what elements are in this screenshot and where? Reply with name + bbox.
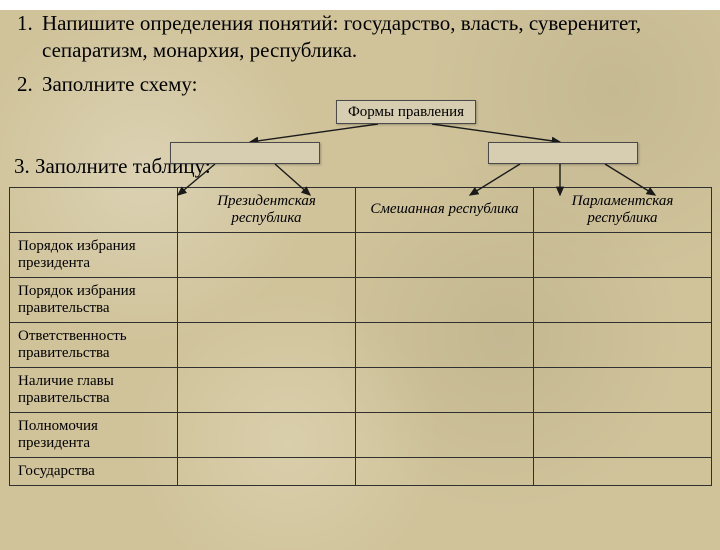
table-row: Порядок избрания президента: [10, 232, 712, 277]
table-cell: [356, 232, 534, 277]
republic-types-table: Президентская республика Смешанная респу…: [9, 187, 712, 486]
diagram-arrow: [470, 164, 520, 195]
table-cell: [178, 322, 356, 367]
table-cell: [356, 457, 534, 485]
diagram-arrow: [250, 124, 378, 142]
table-row: Ответственность правительства: [10, 322, 712, 367]
task-2-text: Заполните схему:: [42, 72, 197, 96]
task-list: Напишите определения понятий: государств…: [0, 10, 720, 98]
table-cell: [534, 457, 712, 485]
table-row-header: Наличие главы правительства: [10, 367, 178, 412]
table-row-header: Порядок избрания президента: [10, 232, 178, 277]
table-row: Полномочия президента: [10, 412, 712, 457]
task-2: Заполните схему:: [38, 71, 720, 98]
table-cell: [534, 412, 712, 457]
table-row: Порядок избрания правительства: [10, 277, 712, 322]
table-cell: [534, 232, 712, 277]
table-row-header: Полномочия президента: [10, 412, 178, 457]
table-row: Наличие главы правительства: [10, 367, 712, 412]
table-cell: [534, 322, 712, 367]
task-1: Напишите определения понятий: государств…: [38, 10, 720, 65]
diagram-box-top-label: Формы правления: [348, 104, 464, 121]
table-row-header: Порядок избрания правительства: [10, 277, 178, 322]
diagram-arrow: [275, 164, 310, 195]
table-header-blank: [10, 187, 178, 232]
table-cell: [356, 322, 534, 367]
table-cell: [356, 367, 534, 412]
table-cell: [356, 277, 534, 322]
table-row-header: Государства: [10, 457, 178, 485]
table-cell: [534, 367, 712, 412]
diagram-arrow: [432, 124, 560, 142]
table-cell: [178, 367, 356, 412]
diagram-box-top: Формы правления: [336, 100, 476, 124]
table-cell: [534, 277, 712, 322]
task-1-text: Напишите определения понятий: государств…: [42, 11, 641, 62]
table-cell: [178, 457, 356, 485]
table-row: Государства: [10, 457, 712, 485]
diagram-box-left: [170, 142, 320, 164]
diagram-arrow: [605, 164, 655, 195]
table-cell: [178, 412, 356, 457]
table-row-header: Ответственность правительства: [10, 322, 178, 367]
table-cell: [178, 232, 356, 277]
table-cell: [178, 277, 356, 322]
diagram-arrow: [178, 164, 215, 195]
forms-of-government-diagram: Формы правления: [160, 100, 700, 200]
table-cell: [356, 412, 534, 457]
diagram-box-right: [488, 142, 638, 164]
